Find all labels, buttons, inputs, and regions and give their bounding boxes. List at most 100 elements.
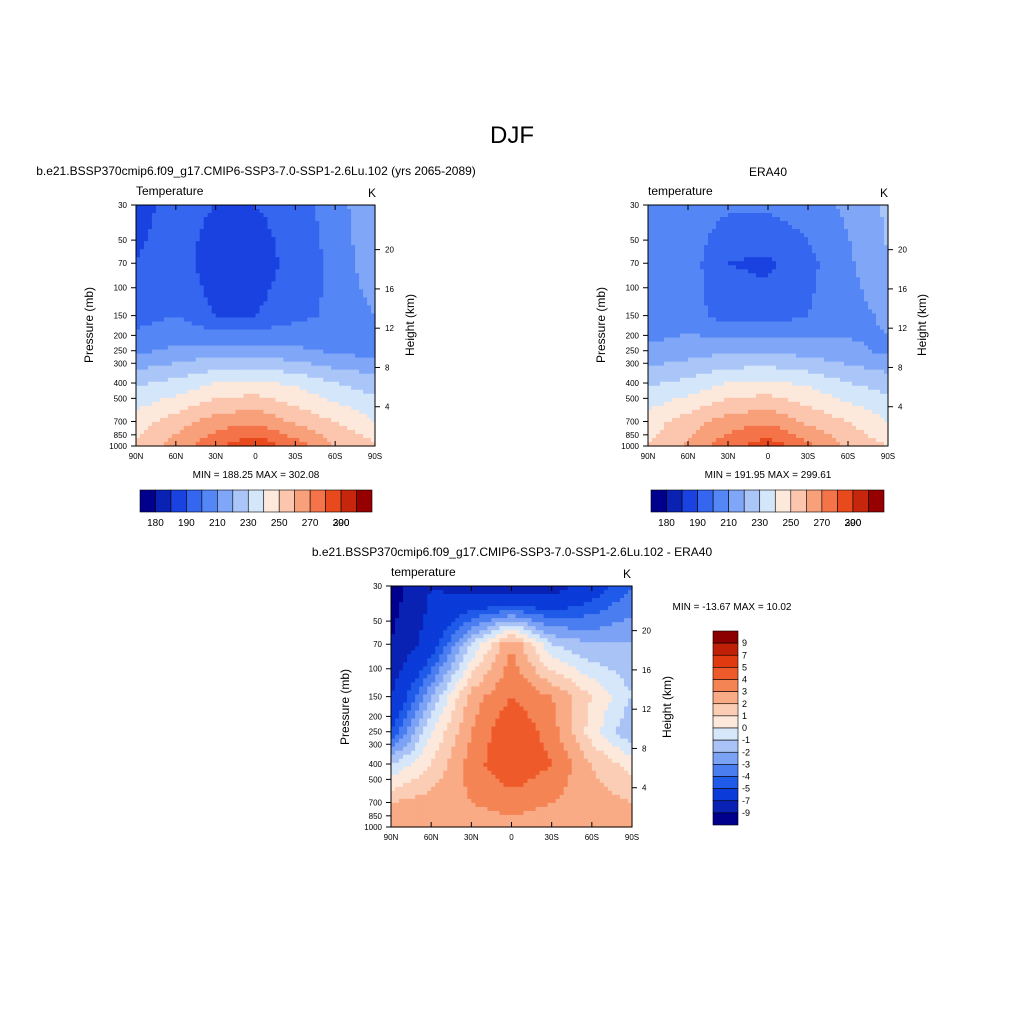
contour-cell: [171, 297, 177, 302]
contour-cell: [668, 269, 673, 274]
contour-cell: [800, 249, 805, 254]
contour-cell: [147, 433, 153, 439]
contour-cell: [295, 433, 300, 439]
contour-cell: [708, 273, 713, 278]
contour-cell: [223, 369, 229, 375]
contour-cell: [136, 377, 141, 383]
contour-cell: [351, 257, 356, 262]
contour-cell: [668, 257, 673, 262]
contour-cell: [303, 249, 308, 254]
contour-cell: [808, 261, 813, 266]
contour-cell: [255, 429, 261, 435]
contour-cell: [668, 253, 673, 258]
contour-cell: [239, 433, 245, 439]
contour-cell: [167, 309, 173, 315]
contour-cell: [203, 437, 209, 443]
contour-cell: [279, 269, 284, 274]
contour-cell: [291, 353, 296, 359]
contour-cell: [171, 209, 177, 214]
contour-cell: [363, 381, 368, 387]
contour-cell: [243, 413, 249, 419]
contour-cell: [183, 217, 189, 222]
contour-cell: [339, 241, 344, 246]
contour-cell: [215, 209, 221, 214]
contour-cell: [179, 241, 185, 246]
contour-cell: [151, 393, 157, 399]
contour-cell: [852, 209, 857, 214]
contour-cell: [191, 333, 197, 339]
contour-cell: [860, 217, 865, 222]
contour-cell: [271, 417, 277, 423]
contour-cell: [303, 217, 308, 222]
contour-cell: [159, 329, 165, 335]
contour-cell: [207, 417, 213, 423]
contour-cell: [239, 325, 245, 331]
contour-cell: [652, 257, 657, 262]
contour-cell: [319, 257, 324, 262]
contour-cell: [167, 297, 173, 302]
contour-cell: [279, 393, 284, 399]
contour-cell: [283, 397, 288, 403]
contour-cell: [295, 409, 300, 415]
contour-cell: [323, 317, 328, 323]
contour-cell: [660, 237, 665, 242]
contour-cell: [355, 297, 360, 302]
contour-cell: [227, 209, 233, 214]
contour-cell: [191, 341, 197, 347]
contour-cell: [724, 217, 729, 222]
contour-cell: [143, 317, 149, 323]
contour-cell: [159, 249, 165, 254]
contour-cell: [864, 225, 869, 230]
contour-cell: [760, 237, 765, 242]
contour-cell: [648, 245, 653, 250]
contour-cell: [139, 229, 145, 234]
contour-cell: [307, 357, 312, 363]
contour-cell: [792, 281, 797, 286]
contour-cell: [692, 257, 697, 262]
contour-cell: [828, 249, 833, 254]
contour-cell: [295, 373, 300, 379]
contour-cell: [163, 213, 169, 218]
contour-cell: [688, 269, 693, 274]
contour-cell: [728, 269, 733, 274]
contour-cell: [159, 225, 165, 230]
contour-cell: [860, 205, 865, 210]
x-tick-label: 60S: [328, 452, 342, 461]
contour-cell: [287, 233, 292, 238]
contour-cell: [163, 301, 169, 307]
contour-cell: [231, 397, 237, 403]
contour-cell: [824, 233, 829, 238]
contour-cell: [239, 229, 245, 234]
contour-cell: [171, 341, 177, 347]
contour-cell: [143, 397, 149, 403]
contour-cell: [239, 345, 245, 351]
contour-cell: [287, 241, 292, 246]
contour-cell: [215, 353, 221, 359]
contour-cell: [740, 253, 745, 258]
contour-cell: [183, 225, 189, 230]
contour-cell: [259, 437, 265, 443]
contour-cell: [339, 261, 344, 266]
contour-cell: [227, 245, 233, 250]
contour-cell: [720, 281, 725, 286]
contour-cell: [271, 389, 277, 395]
contour-cell: [263, 349, 269, 355]
contour-cell: [836, 241, 841, 246]
contour-cell: [275, 361, 280, 367]
contour-cell: [343, 297, 348, 302]
contour-cell: [716, 261, 721, 266]
contour-cell: [255, 433, 261, 439]
contour-cell: [215, 325, 221, 331]
contour-cell: [860, 257, 865, 262]
contour-cell: [804, 249, 809, 254]
contour-cell: [335, 209, 340, 214]
contour-cell: [820, 209, 825, 214]
contour-cell: [151, 289, 157, 294]
contour-cell: [279, 229, 284, 234]
contour-cell: [724, 221, 729, 226]
contour-cell: [820, 277, 825, 282]
contour-cell: [263, 305, 269, 311]
contour-cell: [772, 217, 777, 222]
contour-cell: [311, 397, 316, 403]
contour-cell: [660, 221, 665, 226]
